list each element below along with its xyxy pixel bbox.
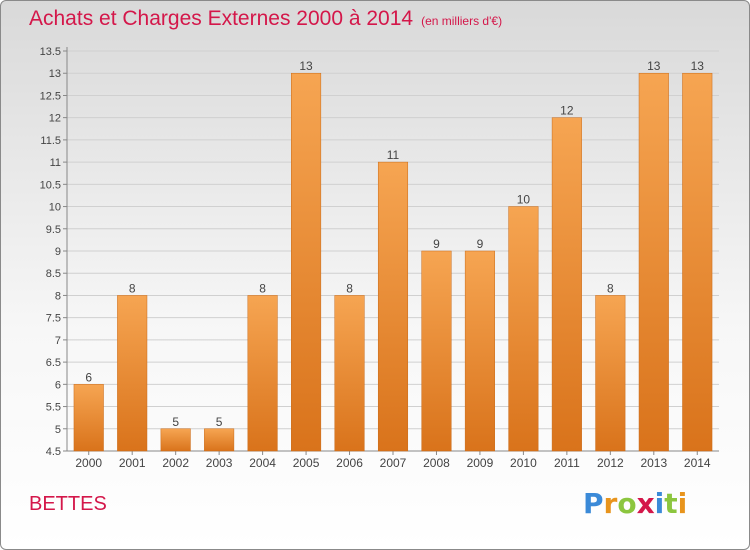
- data-label-2009: 9: [477, 237, 484, 251]
- data-label-2012: 8: [607, 281, 614, 295]
- x-tick-label-2003: 2003: [206, 456, 233, 470]
- data-label-2008: 9: [433, 237, 440, 251]
- data-label-2003: 5: [216, 415, 223, 429]
- x-tick-label-2004: 2004: [249, 456, 276, 470]
- y-tick-label: 6.5: [46, 357, 61, 369]
- bar-2012: [595, 295, 626, 452]
- bar-2005: [291, 72, 322, 452]
- commune-name: BETTES: [29, 493, 107, 515]
- y-tick-label: 12.5: [40, 90, 61, 102]
- x-tick-label-2001: 2001: [119, 456, 146, 470]
- x-tick-label-2002: 2002: [162, 456, 189, 470]
- y-tick-label: 6: [55, 379, 61, 391]
- logo-letter: P: [583, 487, 604, 520]
- logo-letter: x: [636, 487, 655, 520]
- x-tick-label-2009: 2009: [467, 456, 494, 470]
- y-tick-label: 11.5: [40, 135, 61, 147]
- bars: [73, 72, 713, 452]
- bar-2014: [682, 72, 713, 452]
- bar-2008: [421, 250, 452, 452]
- bar-2000: [73, 384, 104, 452]
- bar-2011: [551, 117, 582, 452]
- data-label-2002: 5: [172, 415, 179, 429]
- y-tick-label: 8: [55, 290, 61, 302]
- data-label-2014: 13: [691, 59, 705, 73]
- data-label-2010: 10: [517, 193, 531, 207]
- y-tick-label: 11: [50, 157, 61, 169]
- x-tick-label-2011: 2011: [554, 456, 580, 470]
- data-label-2013: 13: [647, 59, 661, 73]
- data-label-2011: 12: [560, 104, 574, 118]
- bar-2009: [464, 250, 495, 452]
- data-label-2006: 8: [346, 281, 353, 295]
- x-tick-label-2010: 2010: [510, 456, 537, 470]
- logo-letter: i: [654, 487, 665, 520]
- bar-2003: [204, 428, 235, 452]
- logo-letter: r: [603, 487, 618, 520]
- y-tick-label: 13.5: [40, 46, 61, 58]
- data-label-2000: 6: [85, 370, 92, 384]
- y-tick-label: 9: [55, 246, 61, 258]
- x-tick-label-2013: 2013: [640, 456, 667, 470]
- data-label-2007: 11: [387, 148, 400, 162]
- chart-unit: (en milliers d'€): [421, 14, 503, 28]
- y-tick-label: 7.5: [46, 313, 61, 325]
- logo-letter: o: [617, 487, 637, 520]
- y-tick-label: 12: [49, 113, 61, 125]
- bar-2002: [160, 428, 191, 452]
- x-tick-label-2007: 2007: [380, 456, 407, 470]
- data-label-2004: 8: [259, 281, 266, 295]
- x-tick-label-2000: 2000: [75, 456, 102, 470]
- chart-title-text: Achats et Charges Externes 2000 à 2014: [29, 7, 414, 30]
- y-tick-label: 5.5: [46, 402, 61, 414]
- bar-2007: [377, 161, 409, 452]
- y-tick-label: 4.5: [46, 446, 61, 458]
- y-tick-label: 8.5: [46, 268, 61, 280]
- y-tick-label: 10: [49, 202, 61, 214]
- bar-2006: [334, 295, 365, 452]
- chart-title: Achats et Charges Externes 2000 à 2014 (e…: [29, 7, 502, 31]
- bar-2013: [638, 72, 669, 452]
- x-tick-label-2005: 2005: [293, 456, 320, 470]
- data-label-2001: 8: [129, 281, 136, 295]
- logo-letter: i: [677, 487, 688, 520]
- y-tick-label: 10.5: [40, 179, 61, 191]
- proxiti-logo: Proxiti: [583, 487, 687, 520]
- y-tick-label: 13: [49, 68, 61, 80]
- bar-2004: [247, 295, 278, 452]
- x-tick-label-2014: 2014: [684, 456, 711, 470]
- x-tick-label-2012: 2012: [597, 456, 624, 470]
- y-tick-label: 5: [55, 424, 61, 436]
- y-tick-label: 9.5: [46, 224, 61, 236]
- y-tick-label: 7: [55, 335, 61, 347]
- bar-2001: [117, 295, 148, 452]
- x-tick-label-2006: 2006: [336, 456, 363, 470]
- bar-2010: [508, 206, 539, 452]
- logo-letter: t: [664, 487, 678, 520]
- data-label-2005: 13: [299, 59, 313, 73]
- x-tick-label-2008: 2008: [423, 456, 450, 470]
- labels: 4.5 5 5.5 6 6.5 7 7.5 8 8.5 9 9.5 10 10.5 11 11.5 12 12.…: [40, 46, 711, 470]
